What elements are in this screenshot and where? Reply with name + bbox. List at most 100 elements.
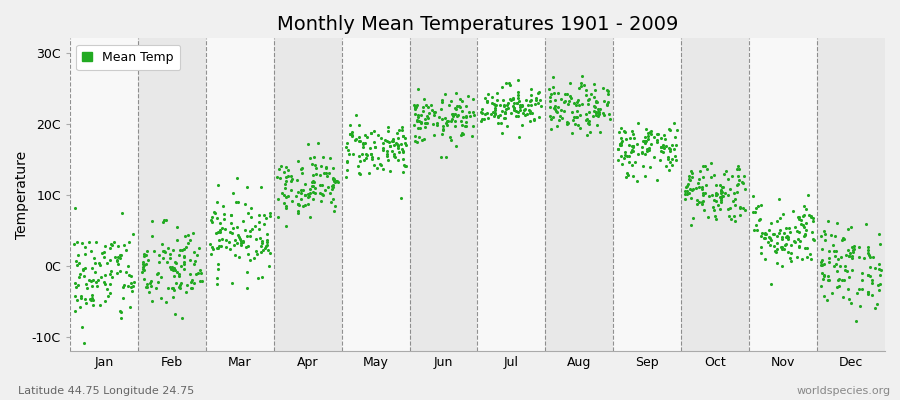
Point xyxy=(224,212,238,218)
Point xyxy=(168,267,183,273)
Point xyxy=(600,87,615,94)
Point xyxy=(516,102,530,109)
Point xyxy=(522,118,536,124)
Point xyxy=(626,130,640,137)
Point xyxy=(395,124,410,130)
Point xyxy=(173,246,187,253)
Point xyxy=(410,139,425,146)
Point xyxy=(319,170,333,176)
Point xyxy=(498,109,512,115)
Point xyxy=(501,100,516,106)
Point xyxy=(547,106,562,113)
Point xyxy=(492,112,507,118)
Point xyxy=(491,120,505,126)
Point xyxy=(543,94,557,100)
Point xyxy=(253,234,267,241)
Point xyxy=(453,95,467,102)
Point xyxy=(859,220,873,227)
Point xyxy=(845,255,859,262)
Point xyxy=(580,119,595,126)
Point xyxy=(860,250,875,256)
Point xyxy=(521,107,535,113)
Point xyxy=(872,260,886,267)
Point xyxy=(735,205,750,212)
Point xyxy=(560,121,574,127)
Point xyxy=(234,238,248,244)
Point xyxy=(122,239,136,245)
Point xyxy=(511,76,526,83)
Point xyxy=(731,163,745,169)
Point xyxy=(352,134,366,140)
Point xyxy=(753,216,768,222)
Point xyxy=(817,271,832,278)
Point xyxy=(865,280,879,286)
Point xyxy=(202,241,217,248)
Bar xyxy=(206,38,274,351)
Point xyxy=(392,157,406,164)
Point xyxy=(123,273,138,280)
Point xyxy=(398,163,412,170)
Point xyxy=(699,166,714,172)
Point xyxy=(832,283,846,289)
Point xyxy=(708,215,723,222)
Point xyxy=(427,109,441,116)
Point xyxy=(582,96,597,103)
Point xyxy=(258,215,273,221)
Point xyxy=(484,111,499,118)
Point xyxy=(439,154,454,160)
Point xyxy=(272,166,286,173)
Point xyxy=(704,160,718,167)
Point xyxy=(506,103,520,109)
Point xyxy=(851,286,866,292)
Point xyxy=(165,285,179,292)
Point xyxy=(371,132,385,138)
Point xyxy=(583,129,598,135)
Point xyxy=(84,278,98,284)
Point xyxy=(177,259,192,266)
Point xyxy=(746,193,760,200)
Point xyxy=(140,248,154,254)
Point xyxy=(167,264,182,271)
Point xyxy=(582,108,597,115)
Point xyxy=(113,252,128,258)
Point xyxy=(547,96,562,103)
Point xyxy=(238,200,253,207)
Point xyxy=(353,158,367,164)
Point xyxy=(365,155,380,162)
Point xyxy=(758,235,772,241)
Point xyxy=(588,86,602,93)
Point xyxy=(458,112,473,119)
Point xyxy=(647,134,662,140)
Point xyxy=(517,110,531,117)
Point xyxy=(814,246,829,252)
Point xyxy=(481,98,495,104)
Point xyxy=(210,274,224,281)
Point xyxy=(340,147,355,154)
Point xyxy=(550,123,564,129)
Point xyxy=(410,114,425,120)
Point xyxy=(523,108,537,114)
Point xyxy=(254,249,268,255)
Point xyxy=(650,138,664,145)
Point xyxy=(276,200,291,206)
Point xyxy=(158,217,173,224)
Point xyxy=(374,135,389,142)
Point xyxy=(622,159,636,166)
Point xyxy=(500,102,514,108)
Point xyxy=(817,273,832,280)
Point xyxy=(305,161,320,167)
Point xyxy=(761,239,776,245)
Point xyxy=(180,231,194,238)
Point xyxy=(667,146,681,152)
Point xyxy=(589,110,603,116)
Point xyxy=(145,233,159,240)
Point xyxy=(635,150,650,156)
Point xyxy=(217,210,231,217)
Point xyxy=(513,103,527,110)
Point xyxy=(517,107,531,113)
Y-axis label: Temperature: Temperature xyxy=(15,151,29,239)
Point xyxy=(565,130,580,136)
Point xyxy=(644,128,658,134)
Point xyxy=(764,281,778,287)
Point xyxy=(826,242,841,248)
